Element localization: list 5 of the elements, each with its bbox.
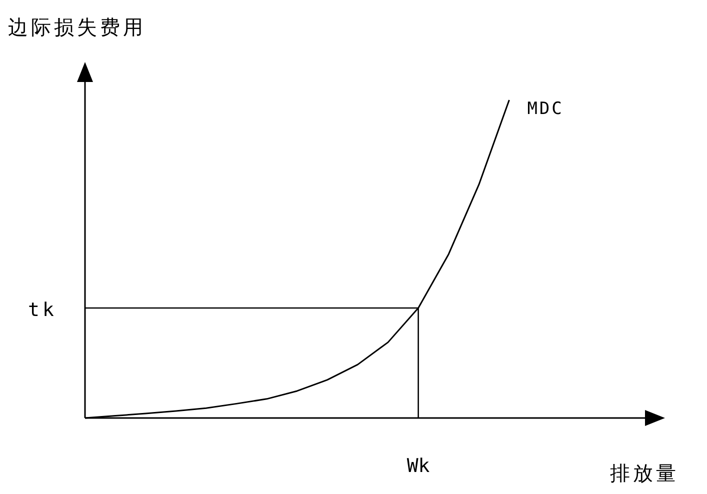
- text: Wk: [406, 455, 430, 477]
- series-label: MDC: [527, 99, 564, 119]
- ref-line-label: tk: [28, 298, 57, 321]
- x-axis-title: 排放量: [610, 461, 679, 485]
- y-axis-title: 边际损失费用: [8, 15, 146, 39]
